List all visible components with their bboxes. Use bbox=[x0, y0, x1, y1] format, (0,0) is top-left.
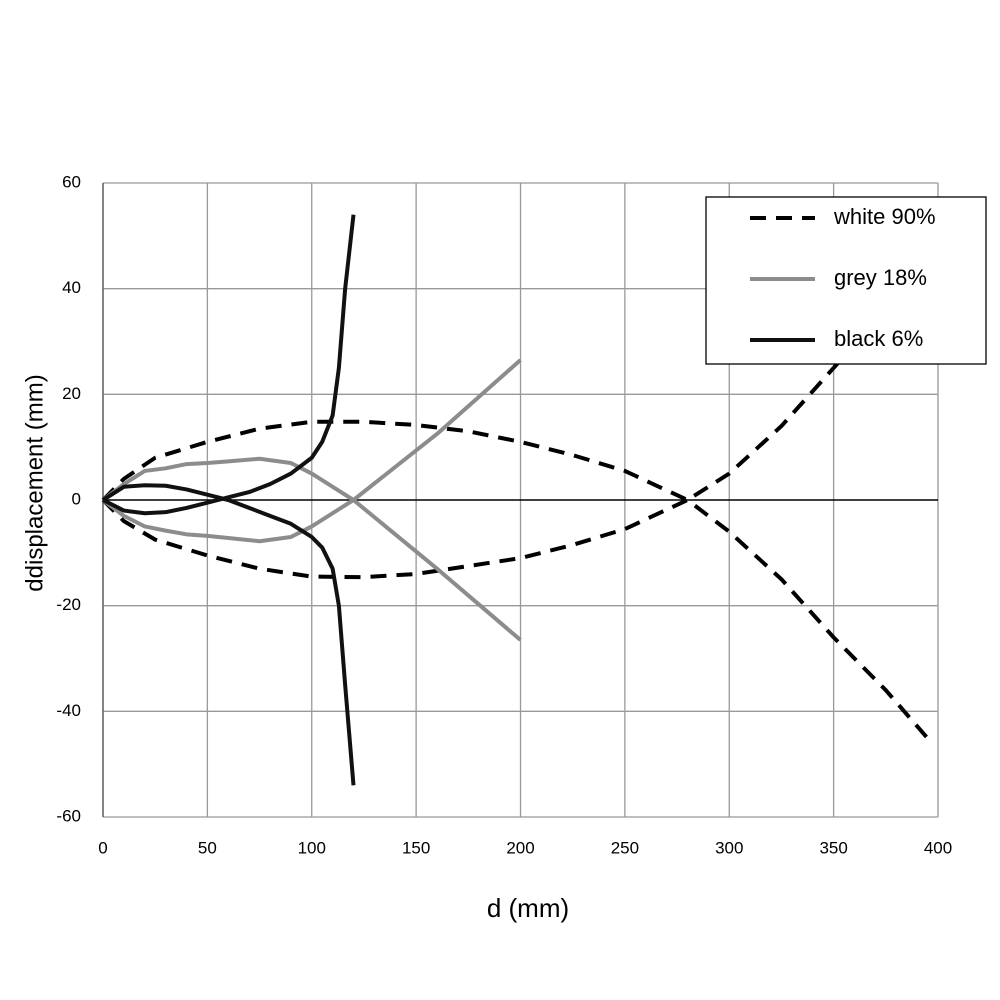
y-tick-label: 0 bbox=[72, 489, 81, 508]
x-tick-label: 300 bbox=[715, 838, 743, 857]
x-axis-label: d (mm) bbox=[487, 893, 569, 923]
legend-label: grey 18% bbox=[834, 265, 927, 290]
y-tick-label: 40 bbox=[62, 278, 81, 297]
legend-label: black 6% bbox=[834, 326, 923, 351]
x-tick-label: 400 bbox=[924, 838, 952, 857]
series-line bbox=[101, 483, 356, 786]
legend-label: white 90% bbox=[833, 204, 936, 229]
y-tick-label: 60 bbox=[62, 172, 81, 191]
series-line bbox=[101, 358, 522, 544]
y-axis-label: ddisplacement (mm) bbox=[21, 374, 48, 591]
x-tick-label: 150 bbox=[402, 838, 430, 857]
x-tick-label: 250 bbox=[611, 838, 639, 857]
x-tick-label: 0 bbox=[98, 838, 107, 857]
series-line bbox=[101, 255, 940, 502]
y-tick-label: -40 bbox=[56, 701, 81, 720]
x-tick-label: 350 bbox=[819, 838, 847, 857]
series-line bbox=[101, 498, 934, 745]
x-tick-label: 100 bbox=[298, 838, 326, 857]
x-tick-label: 50 bbox=[198, 838, 217, 857]
series-line bbox=[102, 214, 356, 516]
x-tick-label: 200 bbox=[506, 838, 534, 857]
series-line bbox=[101, 456, 522, 642]
y-tick-label: 20 bbox=[62, 384, 81, 403]
y-tick-label: -60 bbox=[56, 806, 81, 825]
y-tick-label: -20 bbox=[56, 595, 81, 614]
